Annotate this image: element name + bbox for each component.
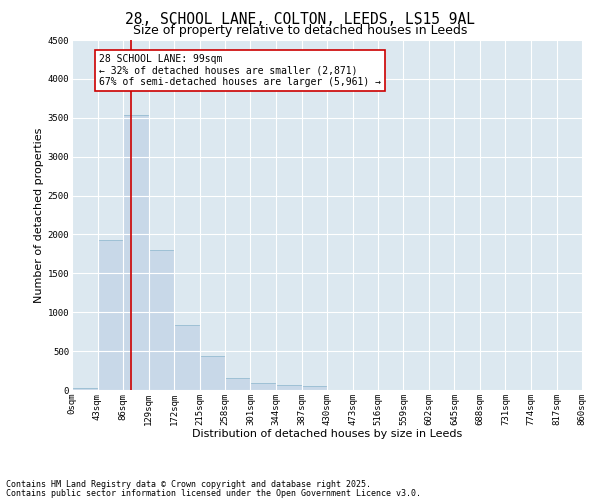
Bar	[72, 388, 97, 390]
X-axis label: Distribution of detached houses by size in Leeds: Distribution of detached houses by size …	[192, 429, 462, 439]
Bar	[97, 240, 123, 390]
Text: 28, SCHOOL LANE, COLTON, LEEDS, LS15 9AL: 28, SCHOOL LANE, COLTON, LEEDS, LS15 9AL	[125, 12, 475, 28]
Y-axis label: Number of detached properties: Number of detached properties	[34, 128, 44, 302]
Bar	[251, 384, 276, 390]
Text: Contains HM Land Registry data © Crown copyright and database right 2025.: Contains HM Land Registry data © Crown c…	[6, 480, 371, 489]
Bar	[276, 386, 302, 390]
Text: 28 SCHOOL LANE: 99sqm
← 32% of detached houses are smaller (2,871)
67% of semi-d: 28 SCHOOL LANE: 99sqm ← 32% of detached …	[98, 54, 380, 87]
Bar	[123, 114, 149, 390]
Text: Contains public sector information licensed under the Open Government Licence v3: Contains public sector information licen…	[6, 488, 421, 498]
Bar	[149, 250, 174, 390]
Text: Size of property relative to detached houses in Leeds: Size of property relative to detached ho…	[133, 24, 467, 37]
Bar	[199, 356, 225, 390]
Bar	[225, 378, 251, 390]
Bar	[302, 386, 327, 390]
Bar	[174, 324, 199, 390]
